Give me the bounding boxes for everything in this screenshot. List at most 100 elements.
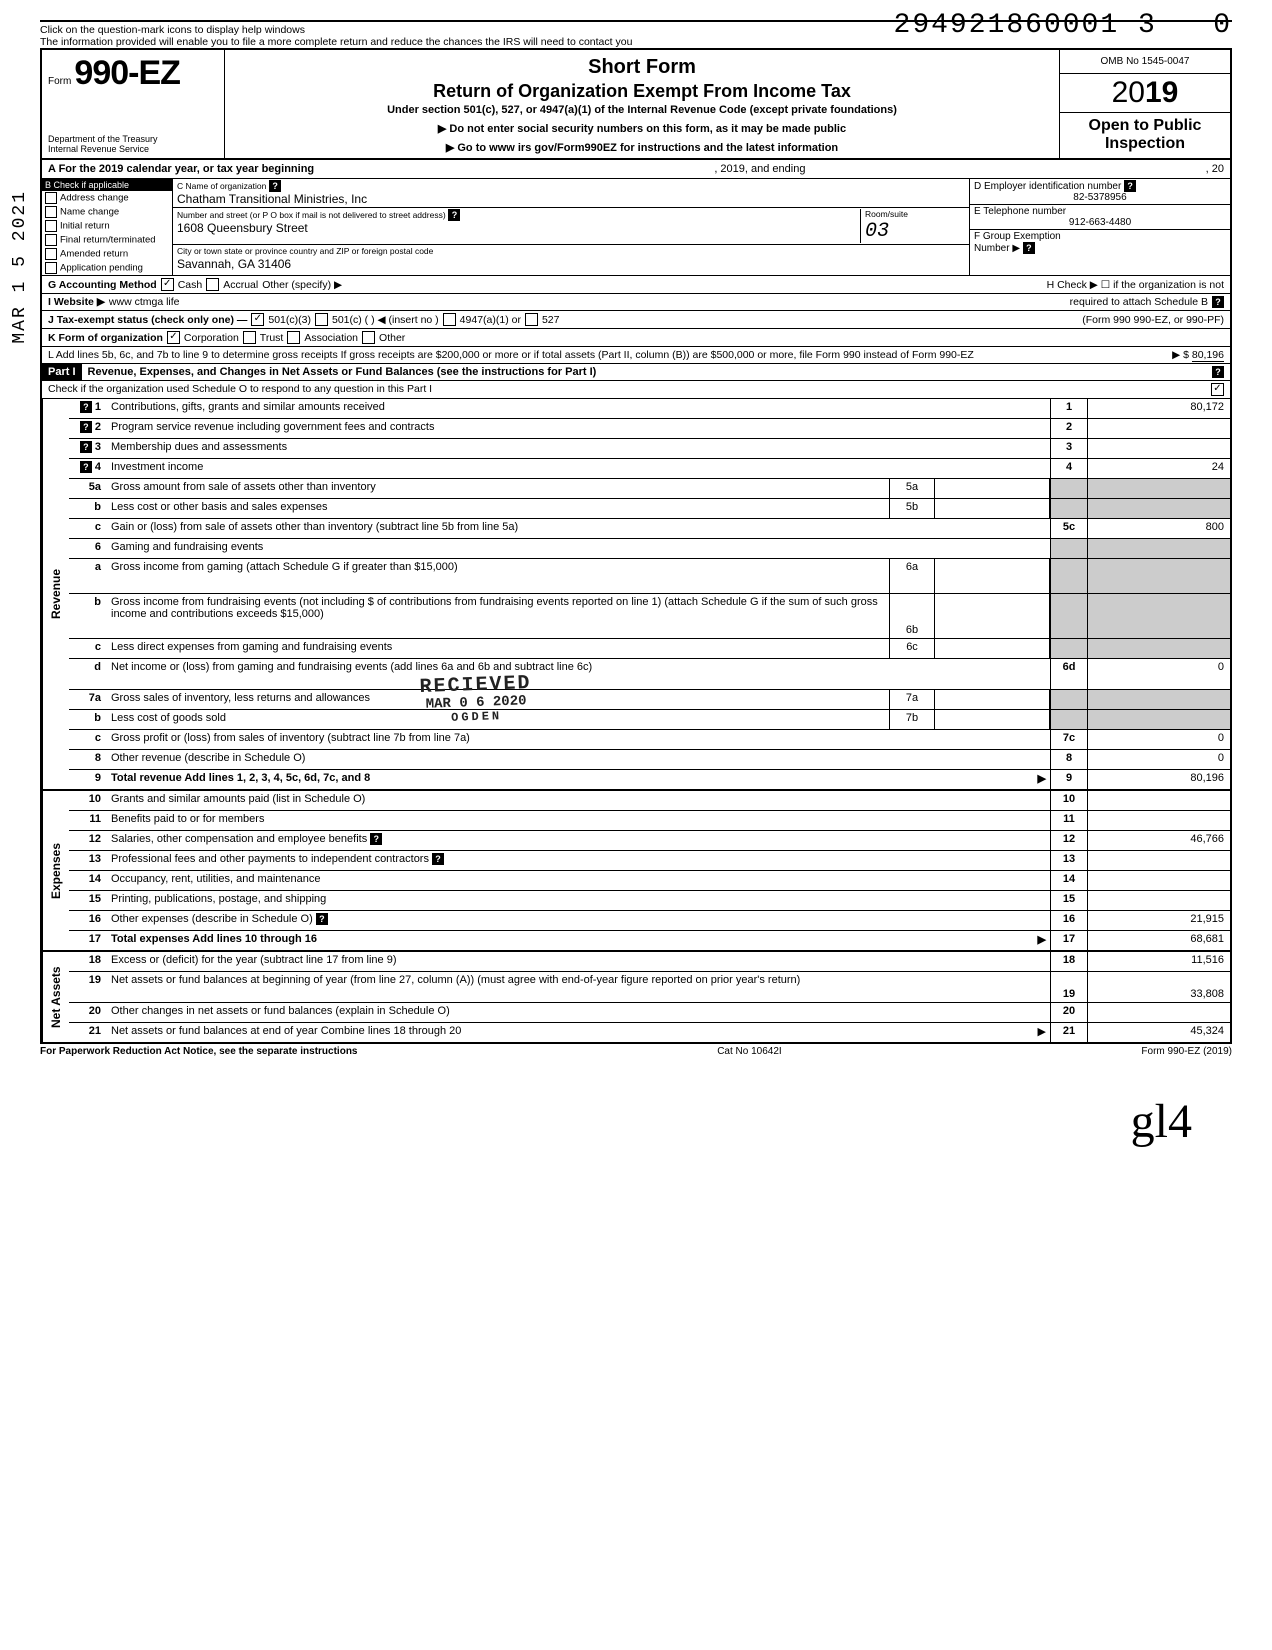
n: 7a [69, 690, 107, 709]
d: Excess or (deficit) for the year (subtra… [107, 952, 1050, 971]
b-item-5: Application pending [60, 263, 143, 274]
help-icon[interactable]: ? [1212, 366, 1224, 378]
b-item-0: Address change [60, 193, 129, 204]
c-room-label: Room/suite [865, 209, 908, 219]
line-20: 20 Other changes in net assets or fund b… [69, 1003, 1230, 1023]
footer-mid: Cat No 10642I [717, 1046, 782, 1057]
help-icon[interactable]: ? [432, 853, 444, 865]
chk-corp[interactable] [167, 331, 180, 344]
n: 13 [69, 851, 107, 870]
help-icon[interactable]: ? [80, 421, 92, 433]
n: 2 [95, 421, 101, 433]
r: 13 [1050, 851, 1087, 870]
n: 8 [69, 750, 107, 769]
i-label: I Website ▶ [48, 296, 105, 308]
help-icon[interactable]: ? [80, 461, 92, 473]
part-i-schedo: Check if the organization used Schedule … [40, 381, 1232, 399]
mini: 6c [889, 639, 935, 658]
chk-cash[interactable] [161, 278, 174, 291]
r: 16 [1050, 911, 1087, 930]
a: 21,915 [1087, 911, 1230, 930]
title-return: Return of Organization Exempt From Incom… [231, 81, 1053, 102]
chk-application-pending[interactable]: Application pending [42, 261, 172, 275]
r [1050, 690, 1087, 709]
g-other: Other (specify) ▶ [262, 279, 342, 291]
c-city-label: City or town state or province country a… [177, 246, 433, 256]
help-icon[interactable]: ? [80, 401, 92, 413]
j-527: 527 [542, 314, 560, 326]
line-15: 15 Printing, publications, postage, and … [69, 891, 1230, 911]
chk-schedo[interactable] [1211, 383, 1224, 396]
d: Benefits paid to or for members [107, 811, 1050, 830]
chk-assoc[interactable] [287, 331, 300, 344]
form-number: 990-EZ [74, 54, 180, 92]
g-accrual: Accrual [223, 279, 258, 291]
d: Salaries, other compensation and employe… [111, 833, 367, 845]
mv [935, 639, 1050, 658]
b-header: B Check if applicable [42, 179, 172, 191]
dln-trail: 0 [1213, 10, 1232, 41]
help-icon[interactable]: ? [1023, 242, 1035, 254]
a: 0 [1087, 750, 1230, 769]
side-revenue: Revenue [42, 399, 69, 789]
open-to-public: Open to Public Inspection [1060, 113, 1230, 158]
l-arrow: ▶ $ [1172, 349, 1189, 361]
g-label: G Accounting Method [48, 279, 157, 291]
c-name-value: Chatham Transitional Ministries, Inc [177, 192, 367, 206]
netassets-table: Net Assets 18 Excess or (deficit) for th… [40, 952, 1232, 1044]
title-short-form: Short Form [231, 56, 1053, 79]
help-icon[interactable]: ? [316, 913, 328, 925]
d: Membership dues and assessments [107, 439, 1050, 458]
a: 33,808 [1087, 972, 1230, 1002]
line-11: 11 Benefits paid to or for members 11 [69, 811, 1230, 831]
a [1087, 891, 1230, 910]
row-a-left: A For the 2019 calendar year, or tax yea… [48, 163, 314, 175]
a [1087, 710, 1230, 729]
n: 20 [69, 1003, 107, 1022]
chk-527[interactable] [525, 313, 538, 326]
help-icon[interactable]: ? [269, 180, 281, 192]
n: d [69, 659, 107, 689]
n: 18 [69, 952, 107, 971]
year-bold: 19 [1145, 76, 1178, 109]
r [1050, 639, 1087, 658]
row-a-right: , 20 [1206, 163, 1224, 175]
line-7b: b Less cost of goods sold 7b [69, 710, 1230, 730]
k-trust: Trust [260, 332, 284, 344]
r: 15 [1050, 891, 1087, 910]
chk-initial-return[interactable]: Initial return [42, 219, 172, 233]
help-icon[interactable]: ? [1124, 180, 1136, 192]
d: Less cost of goods sold [107, 710, 889, 729]
mini: 5a [889, 479, 935, 498]
chk-name-change[interactable]: Name change [42, 205, 172, 219]
help-icon[interactable]: ? [80, 441, 92, 453]
side-netassets: Net Assets [42, 952, 69, 1042]
chk-address-change[interactable]: Address change [42, 191, 172, 205]
chk-4947[interactable] [443, 313, 456, 326]
help-icon[interactable]: ? [370, 833, 382, 845]
a [1087, 594, 1230, 638]
chk-final-return[interactable]: Final return/terminated [42, 233, 172, 247]
g-cash: Cash [178, 279, 203, 291]
chk-trust[interactable] [243, 331, 256, 344]
r [1050, 479, 1087, 498]
help-icon[interactable]: ? [1212, 296, 1224, 308]
line-2: ? 2 Program service revenue including go… [69, 419, 1230, 439]
mv [935, 690, 1050, 709]
dept-2: Internal Revenue Service [48, 144, 218, 154]
chk-amended-return[interactable]: Amended return [42, 247, 172, 261]
n: c [69, 519, 107, 538]
line-21: 21 Net assets or fund balances at end of… [69, 1023, 1230, 1042]
line-6b: b Gross income from fundraising events (… [69, 594, 1230, 639]
chk-501c[interactable] [315, 313, 328, 326]
chk-accrual[interactable] [206, 278, 219, 291]
chk-501c3[interactable] [251, 313, 264, 326]
n: c [69, 730, 107, 749]
r: 4 [1050, 459, 1087, 478]
mini: 5b [889, 499, 935, 518]
tax-year: 2019 [1060, 74, 1230, 113]
r: 6d [1050, 659, 1087, 689]
help-icon[interactable]: ? [448, 209, 460, 221]
chk-other[interactable] [362, 331, 375, 344]
f-label2: Number ▶ [974, 243, 1020, 254]
